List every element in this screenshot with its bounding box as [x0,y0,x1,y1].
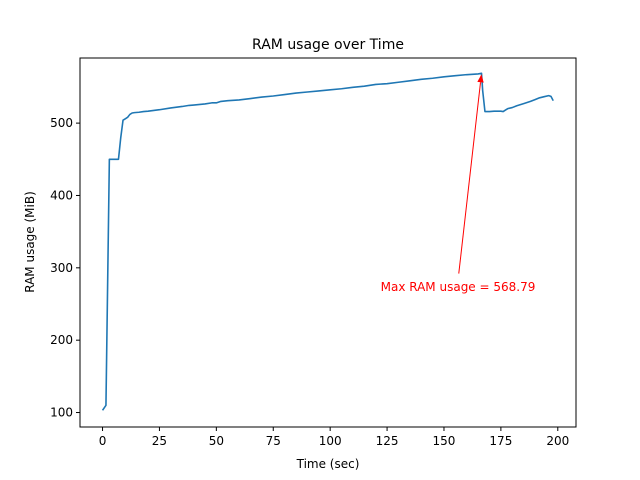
x-tick-label: 0 [99,434,107,448]
x-tick-label: 25 [152,434,167,448]
annotation: Max RAM usage = 568.79 [381,74,536,294]
chart-title: RAM usage over Time [252,37,404,53]
y-tick-label: 200 [50,333,73,347]
x-tick-label: 75 [266,434,281,448]
x-tick-label: 50 [209,434,224,448]
x-tick-label: 175 [489,434,512,448]
x-tick-label: 200 [546,434,569,448]
data-layer [101,72,554,411]
annotation-arrowhead [477,74,484,83]
x-tick-label: 125 [376,434,399,448]
x-axis: 0 25 50 75 100 125 150 175 200 [99,427,569,448]
y-tick-label: 300 [50,261,73,275]
x-axis-label: Time (sec) [296,457,360,471]
max-ram-annotation: Max RAM usage = 568.79 [381,280,536,294]
y-tick-label: 500 [50,116,73,130]
x-tick-label: 150 [433,434,456,448]
y-axis: 100 200 300 400 500 [50,116,80,420]
y-tick-label: 100 [50,406,73,420]
plot-area [79,57,577,428]
annotation-arrow [458,82,482,274]
ram-usage-line [101,72,554,411]
y-axis-label: RAM usage (MiB) [23,191,37,293]
y-tick-label: 400 [50,188,73,202]
x-tick-label: 100 [319,434,342,448]
